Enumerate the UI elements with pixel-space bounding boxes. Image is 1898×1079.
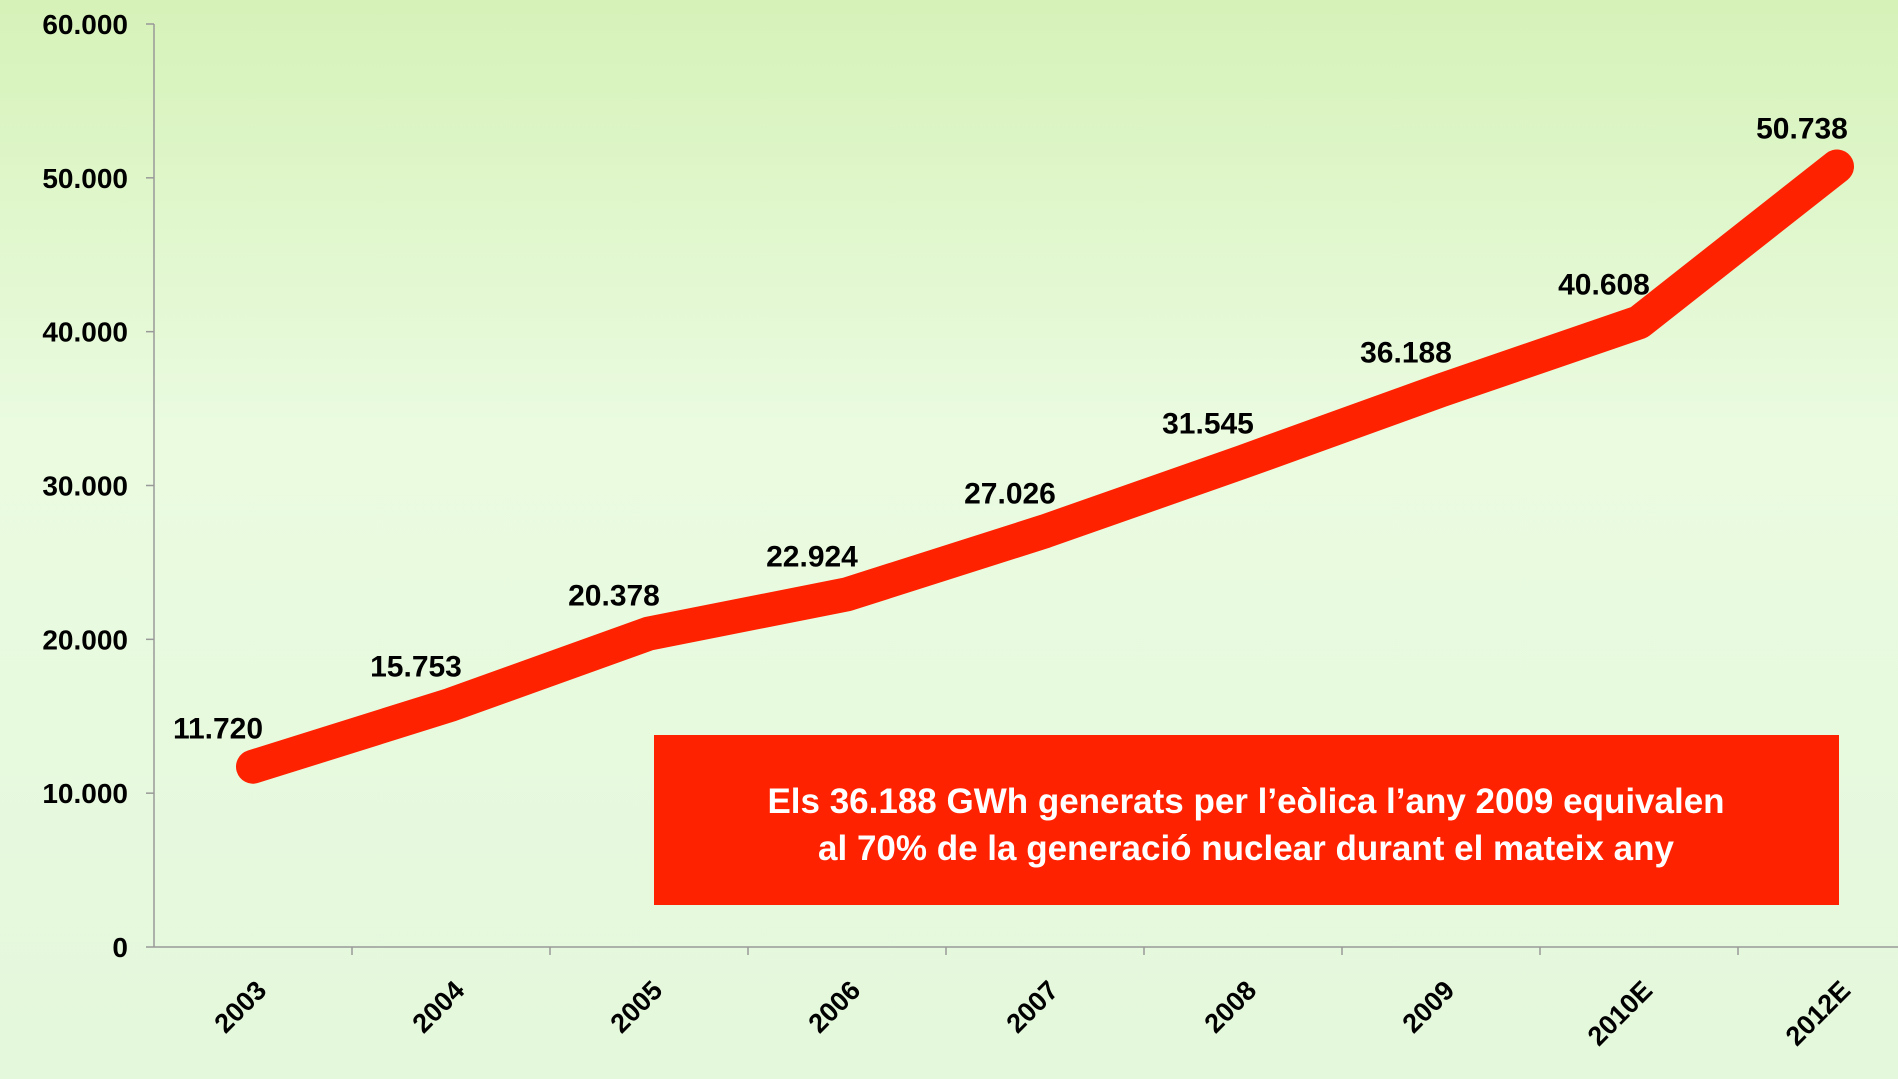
data-line (236, 149, 1854, 784)
y-tick-label: 0 (112, 932, 128, 963)
annotation-text: Els 36.188 GWh generats per l’eòlica l’a… (767, 782, 1724, 821)
value-label: 36.188 (1360, 336, 1452, 369)
value-label: 22.924 (766, 540, 858, 573)
annotation-text: al 70% de la generació nuclear durant el… (818, 829, 1674, 868)
y-tick-label: 10.000 (42, 778, 128, 809)
y-tick-label: 40.000 (42, 317, 128, 348)
y-tick-label: 30.000 (42, 471, 128, 502)
value-label: 27.026 (964, 477, 1056, 510)
value-label: 15.753 (370, 651, 462, 684)
y-tick-label: 60.000 (42, 9, 128, 40)
y-tick-label: 20.000 (42, 624, 128, 655)
value-label: 31.545 (1162, 408, 1254, 441)
annotation-box (654, 735, 1839, 905)
y-tick-label: 50.000 (42, 163, 128, 194)
value-label: 40.608 (1558, 268, 1650, 301)
value-label: 50.738 (1756, 112, 1848, 145)
value-label: 11.720 (173, 713, 263, 746)
value-label: 20.378 (568, 580, 660, 613)
